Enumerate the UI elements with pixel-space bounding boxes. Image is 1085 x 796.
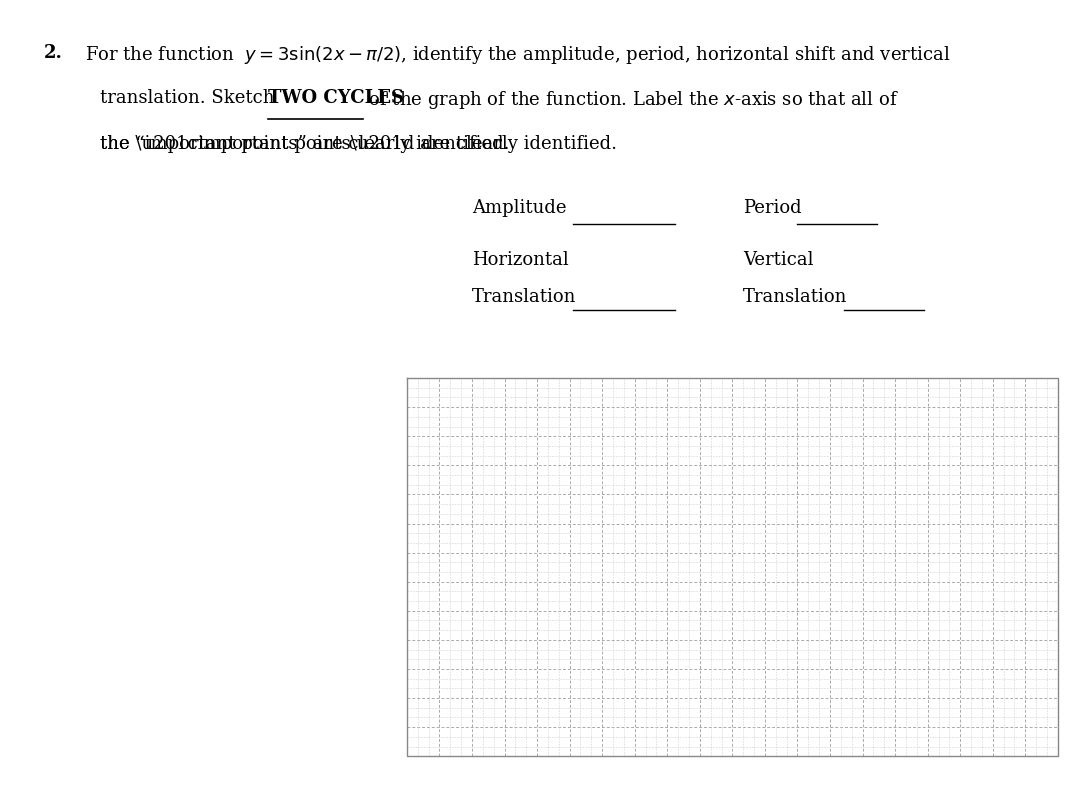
Text: For the function  $y = 3\sin(2x - \pi/2)$, identify the amplitude, period, horiz: For the function $y = 3\sin(2x - \pi/2)$… <box>85 44 950 66</box>
Text: Amplitude: Amplitude <box>472 199 566 217</box>
Text: of the graph of the function. Label the $x$-axis so that all of: of the graph of the function. Label the … <box>363 89 899 111</box>
Text: 2.: 2. <box>43 44 62 62</box>
Text: the \u201cimportant points\u201d are clearly identified.: the \u201cimportant points\u201d are cle… <box>100 135 616 153</box>
Text: translation. Sketch: translation. Sketch <box>100 89 280 107</box>
Text: Translation: Translation <box>743 288 847 306</box>
Text: Horizontal: Horizontal <box>472 251 569 269</box>
Text: TWO CYCLES: TWO CYCLES <box>268 89 404 107</box>
Text: Period: Period <box>743 199 802 217</box>
Text: Translation: Translation <box>472 288 576 306</box>
Text: the “important points” are clearly identified.: the “important points” are clearly ident… <box>100 135 509 153</box>
Text: Vertical: Vertical <box>743 251 814 269</box>
